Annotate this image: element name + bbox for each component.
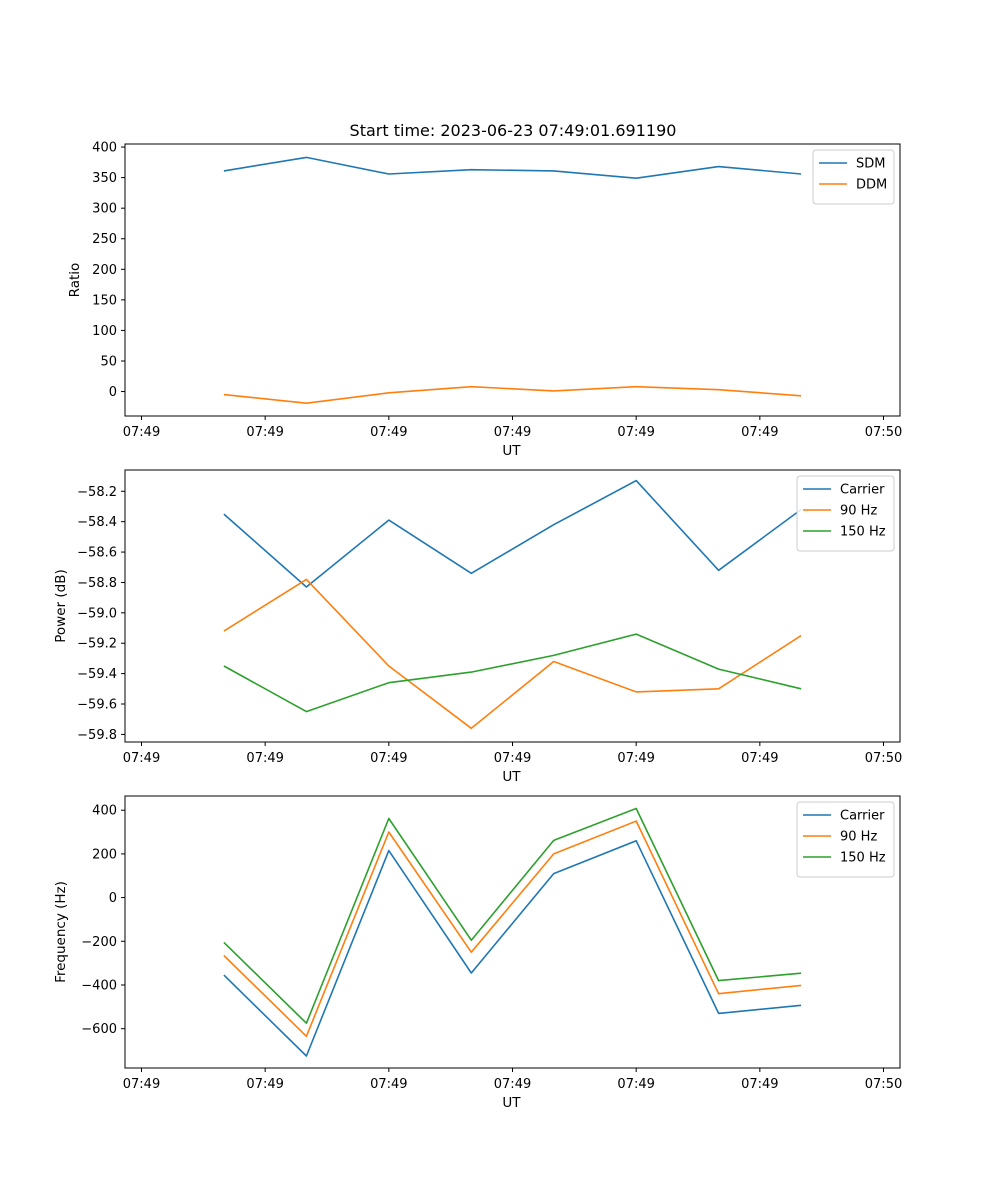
y-axis-label: Frequency (Hz)	[53, 881, 69, 983]
series-line-150-hz	[223, 633, 802, 713]
x-tick-label: 07:49	[741, 425, 778, 440]
figure-title: Start time: 2023-06-23 07:49:01.691190	[350, 121, 677, 140]
x-tick-label: 07:49	[617, 751, 654, 766]
y-axis-label: Ratio	[67, 263, 83, 298]
y-tick-label: 400	[92, 804, 117, 819]
x-tick-label: 07:49	[370, 1077, 407, 1092]
legend-label: SDM	[856, 157, 885, 172]
legend-label: 150 Hz	[840, 525, 886, 540]
y-tick-label: 100	[92, 324, 117, 339]
plot-frame-1	[124, 143, 901, 417]
legend-label: 90 Hz	[840, 504, 877, 519]
x-tick-label: 07:49	[494, 1077, 531, 1092]
legend-label: Carrier	[840, 809, 885, 824]
x-tick-label: 07:49	[741, 751, 778, 766]
y-tick-label: −59.6	[77, 698, 117, 713]
legend-box	[796, 801, 895, 878]
x-axis-label: UT	[502, 1095, 521, 1111]
x-tick-label: 07:50	[865, 751, 902, 766]
y-tick-label: 150	[92, 293, 117, 308]
y-tick-label: 350	[92, 171, 117, 186]
x-tick-label: 07:49	[494, 425, 531, 440]
x-tick-label: 07:50	[865, 425, 902, 440]
x-tick-label: 07:49	[246, 1077, 283, 1092]
y-tick-label: −59.4	[77, 667, 117, 682]
y-tick-label: −58.2	[77, 485, 117, 500]
legend-label: 150 Hz	[840, 851, 886, 866]
x-axis-label: UT	[502, 769, 521, 785]
x-tick-label: 07:49	[370, 425, 407, 440]
y-tick-label: −58.4	[77, 515, 117, 530]
y-tick-label: −58.8	[77, 576, 117, 591]
series-line-ddm	[223, 385, 802, 405]
x-tick-label: 07:49	[370, 751, 407, 766]
series-line-150-hz	[223, 807, 802, 1025]
legend-box	[796, 475, 895, 552]
y-tick-label: 200	[92, 847, 117, 862]
series-line-carrier	[223, 479, 802, 588]
y-tick-label: −59.0	[77, 606, 117, 621]
x-tick-label: 07:49	[123, 1077, 160, 1092]
x-tick-label: 07:49	[617, 1077, 654, 1092]
legend-label: 90 Hz	[840, 830, 877, 845]
legend-label: Carrier	[840, 483, 885, 498]
x-tick-label: 07:49	[246, 425, 283, 440]
legend-label: DDM	[856, 178, 887, 193]
x-axis-label: UT	[502, 443, 521, 459]
plot-frame-3	[124, 795, 901, 1069]
x-tick-label: 07:49	[494, 751, 531, 766]
x-tick-label: 07:49	[246, 751, 283, 766]
x-tick-label: 07:49	[123, 425, 160, 440]
y-tick-label: 300	[92, 202, 117, 217]
plot-frame-2	[124, 469, 901, 743]
series-line-90-hz	[223, 578, 802, 730]
y-tick-label: −200	[81, 935, 117, 950]
y-tick-label: −400	[81, 978, 117, 993]
y-tick-label: 250	[92, 232, 117, 247]
x-tick-label: 07:49	[617, 425, 654, 440]
y-tick-label: 400	[92, 141, 117, 156]
x-tick-label: 07:49	[741, 1077, 778, 1092]
y-axis-label: Power (dB)	[53, 569, 69, 642]
x-tick-label: 07:49	[123, 751, 160, 766]
y-tick-label: −59.2	[77, 637, 117, 652]
series-line-carrier	[223, 839, 802, 1057]
y-tick-label: −600	[81, 1022, 117, 1037]
y-tick-label: 0	[109, 891, 117, 906]
y-tick-label: 50	[100, 354, 117, 369]
y-tick-label: −59.8	[77, 728, 117, 743]
series-line-sdm	[223, 156, 802, 179]
y-tick-label: 200	[92, 263, 117, 278]
series-line-90-hz	[223, 820, 802, 1038]
y-tick-label: −58.6	[77, 546, 117, 561]
x-tick-label: 07:50	[865, 1077, 902, 1092]
y-tick-label: 0	[109, 385, 117, 400]
